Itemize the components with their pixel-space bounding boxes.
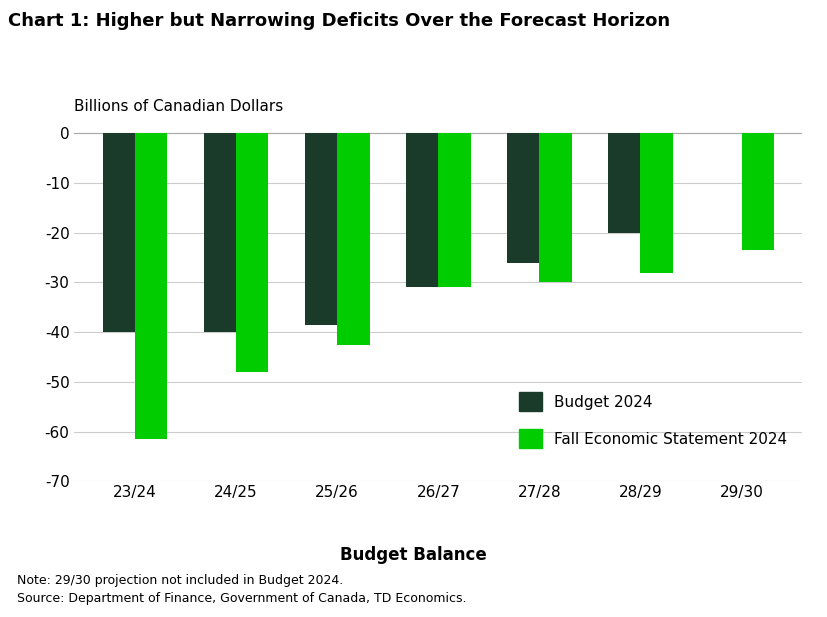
Bar [507, 133, 539, 263]
Bar [337, 133, 370, 344]
Bar [742, 133, 774, 250]
Bar [203, 133, 237, 332]
Legend: Budget 2024, Fall Economic Statement 2024: Budget 2024, Fall Economic Statement 202… [511, 385, 795, 456]
Bar [640, 133, 673, 273]
Bar [103, 133, 135, 332]
Text: Chart 1: Higher but Narrowing Deficits Over the Forecast Horizon: Chart 1: Higher but Narrowing Deficits O… [8, 12, 671, 30]
Bar [406, 133, 438, 288]
Text: Source: Department of Finance, Government of Canada, TD Economics.: Source: Department of Finance, Governmen… [17, 592, 466, 605]
Bar [237, 133, 269, 372]
Text: Billions of Canadian Dollars: Billions of Canadian Dollars [74, 99, 284, 114]
Bar [608, 133, 640, 233]
Bar [539, 133, 571, 283]
Bar [438, 133, 471, 288]
Text: Note: 29/30 projection not included in Budget 2024.: Note: 29/30 projection not included in B… [17, 574, 342, 587]
Text: Budget Balance: Budget Balance [340, 546, 487, 564]
Bar [135, 133, 167, 439]
Bar [305, 133, 337, 325]
